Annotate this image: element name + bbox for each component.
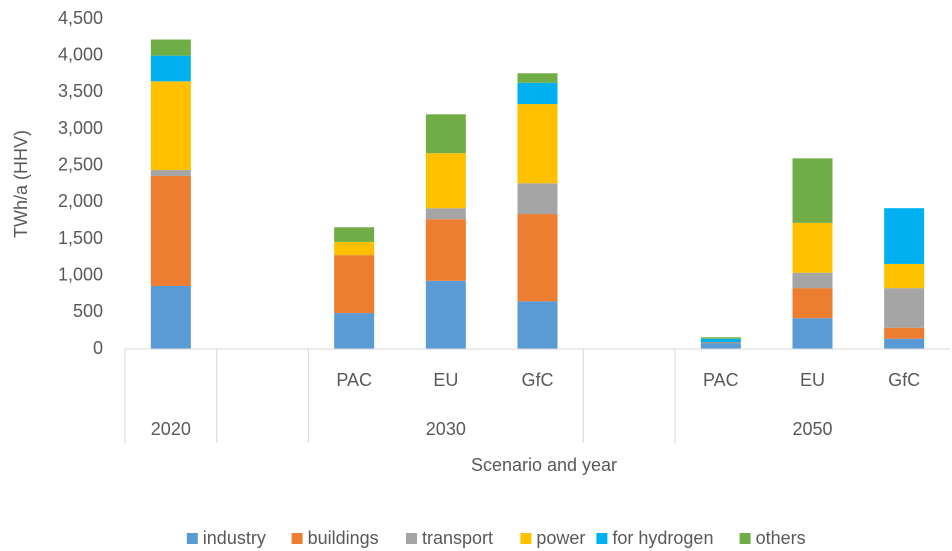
bar-segment (334, 313, 375, 349)
legend-label: buildings (308, 528, 379, 548)
bar-segment (334, 255, 375, 314)
bar-segment (150, 81, 191, 171)
x-tick-label: PAC (703, 370, 739, 390)
legend-swatch (291, 533, 303, 544)
bar-segment (700, 342, 741, 344)
legend-label: power (536, 528, 585, 548)
bar-segment (884, 263, 925, 289)
bar-segment (425, 153, 466, 209)
y-tick-label: 3,500 (58, 81, 103, 101)
legend-swatch (186, 533, 198, 544)
y-tick-label: 4,000 (58, 44, 103, 64)
bar-segment (792, 288, 833, 319)
bar-segment (884, 288, 925, 328)
y-tick-label: 4,500 (58, 8, 103, 28)
bar-segment (884, 327, 925, 339)
bar-segment (425, 219, 466, 281)
group-label: 2030 (426, 419, 466, 439)
bar-segment (425, 114, 466, 154)
legend-swatch (739, 533, 751, 544)
legend-label: industry (203, 528, 266, 548)
bar-segment (150, 170, 191, 176)
bar-segment (792, 158, 833, 223)
bar-segment (150, 55, 191, 82)
bar-segment (700, 337, 741, 339)
y-tick-label: 2,000 (58, 191, 103, 211)
legend-label: others (756, 528, 806, 548)
bar-segment (150, 39, 191, 56)
bar-segment (334, 241, 375, 256)
bar-segment (517, 104, 558, 184)
bar-segment (884, 338, 925, 349)
legend-swatch (520, 533, 532, 544)
bar-segment (792, 272, 833, 289)
y-tick-label: 1,000 (58, 264, 103, 284)
legend-swatch (406, 533, 417, 544)
y-tick-label: 500 (73, 301, 103, 321)
bar-segment (700, 338, 741, 343)
bar-segment (792, 318, 833, 349)
y-tick-label: 2,500 (58, 154, 103, 174)
group-label: 2050 (792, 419, 832, 439)
x-tick-label: EU (433, 370, 458, 390)
y-tick-label: 3,000 (58, 118, 103, 138)
bar-segment (700, 343, 741, 349)
bar-segment (334, 227, 375, 242)
bar-segment (884, 208, 925, 264)
group-label: 2020 (151, 419, 191, 439)
legend-label: transport (422, 528, 493, 548)
bar-segment (425, 208, 466, 220)
x-tick-label: PAC (336, 370, 372, 390)
bar-segment (517, 301, 558, 349)
x-axis-title: Scenario and year (471, 455, 617, 475)
bar-segment (517, 183, 558, 215)
x-tick-label: GfC (888, 370, 920, 390)
bar-segment (517, 82, 558, 105)
legend-swatch (596, 533, 608, 544)
bar-segment (425, 280, 466, 349)
bar-segment (792, 222, 833, 273)
bar-segment (517, 214, 558, 302)
bar-segment (150, 285, 191, 349)
legend-label: for hydrogen (612, 528, 713, 548)
bar-segment (150, 175, 191, 286)
y-axis-title: TWh/a (HHV) (11, 130, 31, 238)
bar-segment (517, 73, 558, 83)
x-tick-label: EU (800, 370, 825, 390)
y-tick-label: 1,500 (58, 228, 103, 248)
y-tick-label: 0 (93, 338, 103, 358)
x-tick-label: GfC (521, 370, 553, 390)
